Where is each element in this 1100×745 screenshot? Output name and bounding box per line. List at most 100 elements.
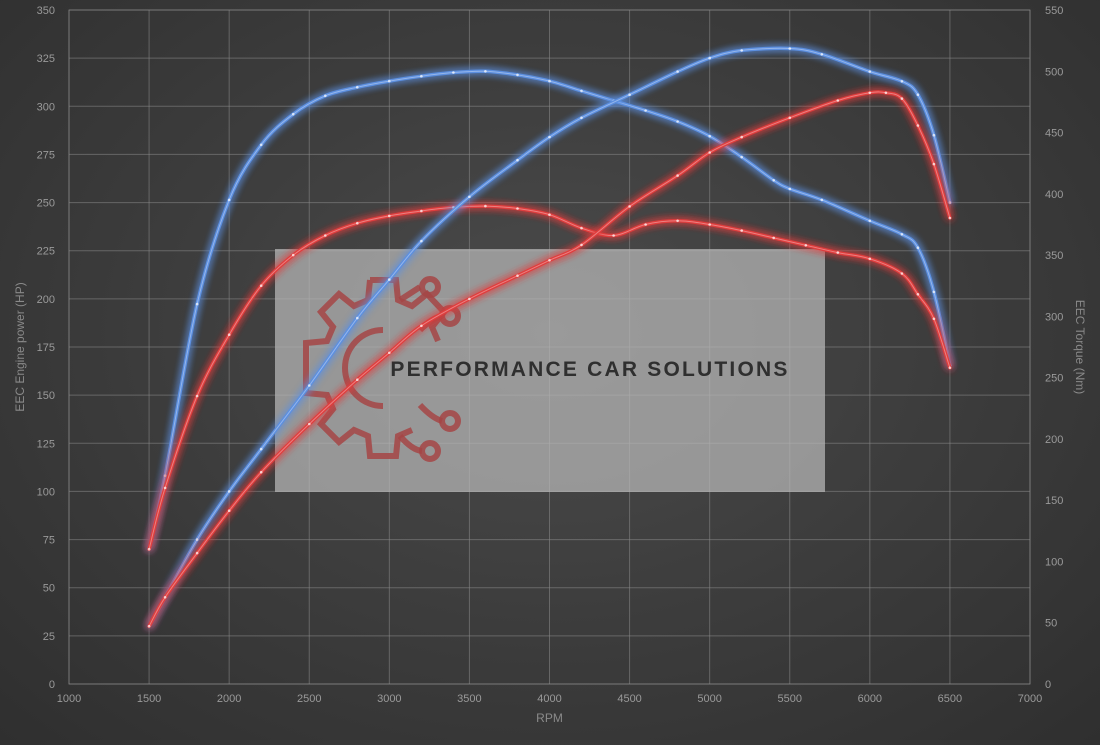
data-point <box>580 89 583 93</box>
data-point <box>163 474 167 478</box>
data-point <box>740 229 743 232</box>
data-point <box>868 91 872 95</box>
data-point <box>740 155 743 159</box>
data-point <box>227 490 231 493</box>
data-point <box>900 80 904 83</box>
x-axis-title: RPM <box>536 711 563 725</box>
data-point <box>308 384 311 387</box>
data-point <box>788 47 792 50</box>
data-point <box>259 143 263 147</box>
data-point <box>259 284 263 288</box>
data-point <box>580 226 583 230</box>
data-point <box>868 219 872 223</box>
y-left-tick-label: 100 <box>37 486 55 498</box>
data-point <box>580 116 583 120</box>
x-tick-label: 1000 <box>57 693 81 705</box>
data-point <box>628 93 631 96</box>
y-left-tick-label: 175 <box>37 342 55 354</box>
data-point <box>420 324 423 328</box>
y-left-tick-label: 50 <box>43 583 55 595</box>
series-line <box>147 204 952 551</box>
data-point <box>948 201 952 204</box>
x-tick-label: 1500 <box>137 693 161 705</box>
y-left-tick-label: 225 <box>37 246 55 258</box>
series-lines <box>147 46 952 628</box>
data-point <box>195 394 199 398</box>
data-point <box>195 538 199 541</box>
data-point <box>259 470 263 474</box>
data-point <box>548 79 551 83</box>
data-point <box>308 422 311 426</box>
gear-circuit-icon <box>303 276 461 462</box>
data-point <box>788 116 792 120</box>
data-point <box>227 198 231 202</box>
y-left-tick-label: 25 <box>43 631 55 643</box>
y-right-tick-label: 250 <box>1045 373 1063 385</box>
data-point <box>740 135 743 139</box>
data-point <box>884 91 888 95</box>
y-right-tick-label: 350 <box>1045 250 1063 262</box>
data-point <box>291 112 295 116</box>
data-point <box>291 253 295 257</box>
data-point <box>916 124 920 127</box>
data-point <box>900 272 904 275</box>
data-point <box>147 547 151 551</box>
watermark-logo: PERFORMANCE CAR SOLUTIONS <box>275 249 825 492</box>
x-tick-label: 6000 <box>858 693 882 705</box>
x-tick-label: 2000 <box>217 693 241 705</box>
data-point <box>548 135 551 139</box>
y-right-axis-title: EEC Torque (Nm) <box>1073 300 1087 394</box>
series-highlight <box>148 205 951 550</box>
data-point <box>676 70 679 73</box>
data-point <box>772 236 775 240</box>
y-left-tick-label: 325 <box>37 53 55 65</box>
x-tick-label: 5000 <box>697 693 721 705</box>
data-point <box>356 378 359 382</box>
data-point <box>388 351 391 355</box>
series-line <box>147 46 952 628</box>
data-point <box>612 234 615 237</box>
x-tick-label: 3000 <box>377 693 401 705</box>
data-point <box>163 486 167 490</box>
y-left-tick-label: 350 <box>37 5 55 17</box>
data-point <box>708 223 711 226</box>
data-point <box>259 447 263 451</box>
data-point <box>676 219 679 223</box>
y-left-tick-label: 300 <box>37 101 55 113</box>
data-point <box>708 56 711 60</box>
data-point <box>468 195 471 199</box>
data-point <box>484 70 487 73</box>
data-point <box>900 233 904 236</box>
data-point <box>916 246 920 249</box>
data-point <box>836 99 840 102</box>
y-left-axis-title: EEC Engine power (HP) <box>13 282 27 411</box>
y-right-tick-label: 400 <box>1045 189 1063 201</box>
y-right-tick-label: 200 <box>1045 434 1063 446</box>
x-tick-label: 3500 <box>457 693 481 705</box>
data-point <box>932 133 936 137</box>
data-point <box>548 213 551 216</box>
data-point <box>948 366 952 370</box>
data-point <box>388 214 391 218</box>
y-right-tick-label: 50 <box>1045 618 1057 630</box>
data-point <box>836 251 840 254</box>
data-point <box>227 509 231 512</box>
data-point <box>932 317 936 321</box>
data-point <box>356 316 359 320</box>
data-point <box>163 596 167 599</box>
series-1-torque <box>147 204 952 551</box>
data-point <box>388 278 391 281</box>
data-point <box>644 109 647 112</box>
data-point <box>484 204 487 208</box>
data-point <box>932 290 936 294</box>
y-right-tick-label: 550 <box>1045 5 1063 17</box>
x-tick-label: 6500 <box>938 693 962 705</box>
y-right-tick-label: 300 <box>1045 311 1063 323</box>
data-point <box>356 221 359 225</box>
data-point <box>772 179 775 182</box>
y-left-tick-label: 75 <box>43 535 55 547</box>
data-point <box>356 85 359 89</box>
y-right-tick-label: 100 <box>1045 556 1063 568</box>
series-3-power <box>147 90 952 628</box>
